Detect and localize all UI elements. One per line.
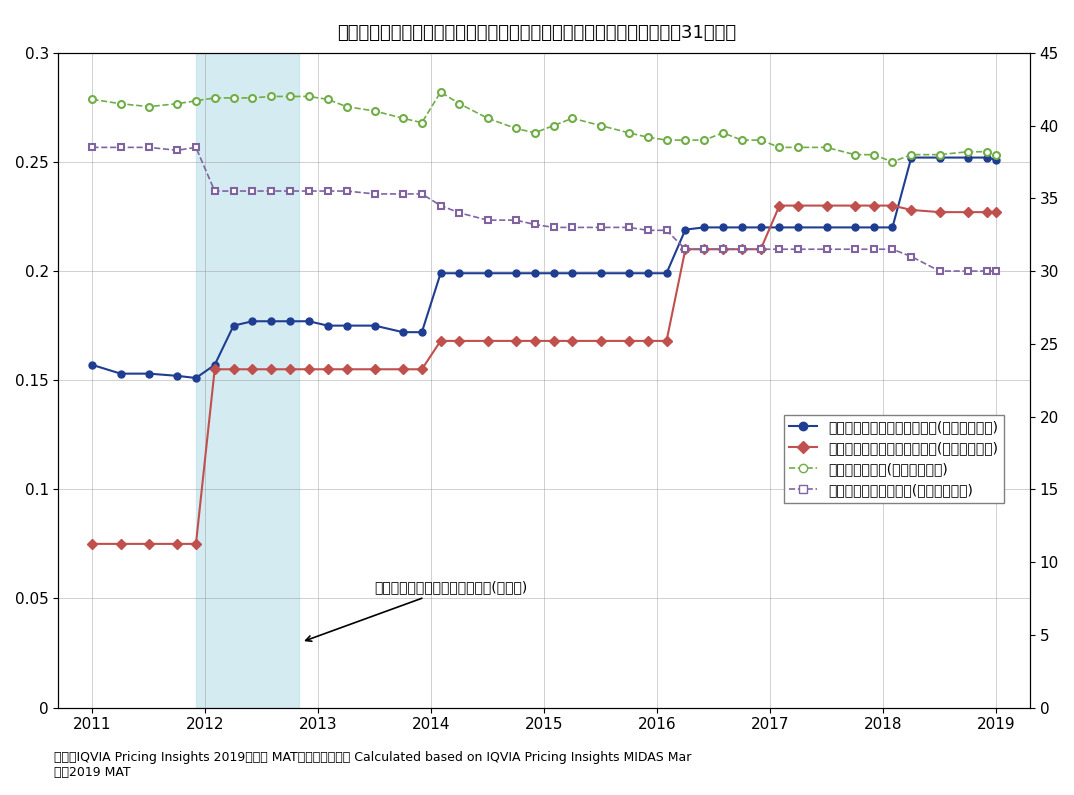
Text: 出所：IQVIA Pricing Insights 2019年３月 MATをもとに作成／ Calculated based on IQVIA Pricing I: 出所：IQVIA Pricing Insights 2019年３月 MATをもと… [54, 751, 691, 779]
Text: 既存比較薬の特許保護満了時期(平均値): 既存比較薬の特許保護満了時期(平均値) [306, 580, 528, 642]
Bar [195, 52, 300, 708]
Legend: 新薬の価格プレミアム平均値(対数値、左軸), 新薬の価格プレミアム中央値(対数値、左軸), 新薬の平均価格(米ドル、右軸), 既存比較薬の平均価格(米ドル、右軸: 新薬の価格プレミアム平均値(対数値、左軸), 新薬の価格プレミアム中央値(対数値… [784, 415, 1003, 502]
Text: 参考図１　日本における価格プレミアムの推移（全期間データがとれる31成分）: 参考図１ 日本における価格プレミアムの推移（全期間データがとれる31成分） [337, 24, 737, 42]
